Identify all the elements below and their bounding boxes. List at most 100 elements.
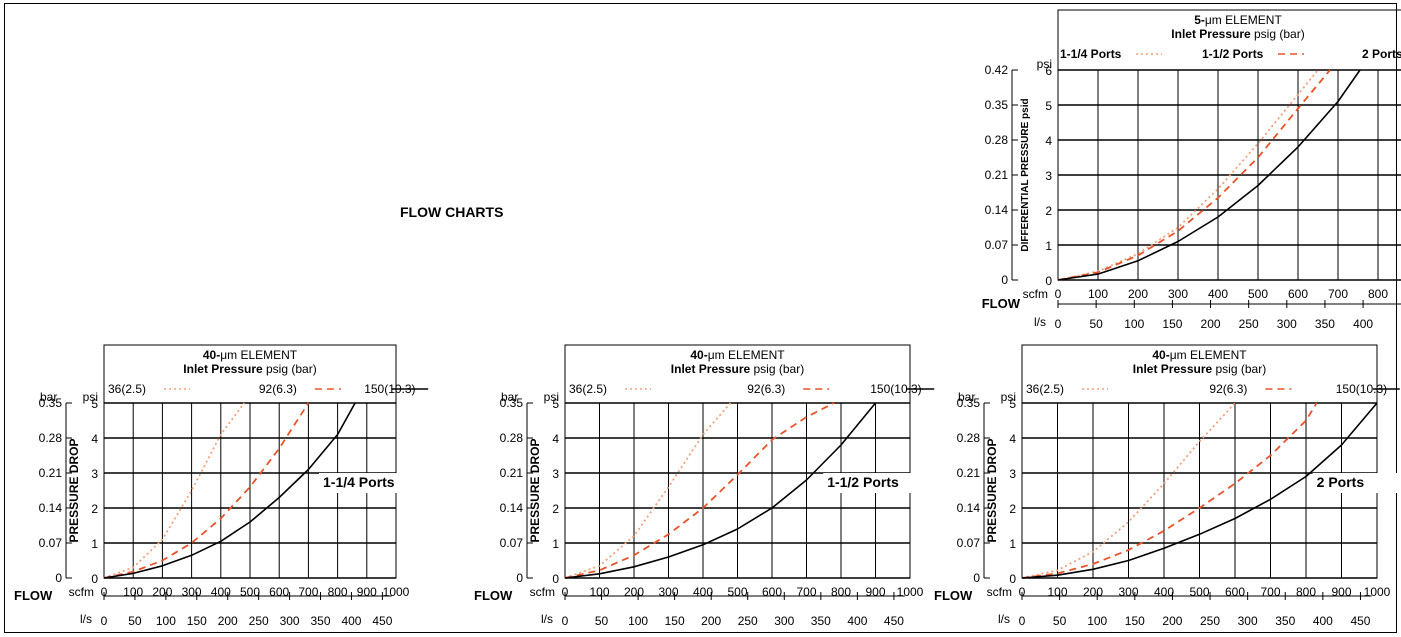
legend-item: 150(10.3) — [1336, 382, 1400, 396]
x-tick-label: 1000 — [383, 585, 410, 599]
y-tick-label: 2 — [1045, 204, 1052, 218]
x-tick-label: 500 — [1189, 585, 1209, 599]
series-line — [1057, 69, 1331, 281]
legend-item: 92(6.3) — [259, 382, 341, 396]
series-line — [1057, 69, 1361, 281]
title-text: μm ELEMENT — [1205, 13, 1283, 27]
x-tick-label: 300 — [658, 585, 678, 599]
ls-tick-label: 0 — [1019, 614, 1026, 628]
ls-tick-label: 250 — [738, 614, 758, 628]
bar-tick-label: 0.21 — [957, 466, 981, 480]
y-tick-label: 4 — [1009, 432, 1016, 446]
y-tick-label: 0 — [91, 572, 98, 586]
x-tick-label: 700 — [796, 585, 816, 599]
bar-tick-label: 0 — [1001, 273, 1008, 287]
ls-tick-label: 450 — [1350, 614, 1370, 628]
x-tick-label: 100 — [123, 585, 143, 599]
ls-tick-label: 200 — [1201, 317, 1221, 331]
flow-label: FLOW — [934, 588, 973, 603]
bar-tick-label: 0.35 — [39, 396, 63, 410]
y-unit-psi: psi — [1037, 57, 1052, 71]
ls-tick-label: 150 — [187, 614, 207, 628]
x-tick-label: 600 — [269, 585, 289, 599]
bar-tick-label: 0.14 — [500, 501, 524, 515]
x-tick-label: 300 — [1168, 287, 1188, 301]
y-tick-label: 4 — [1045, 134, 1052, 148]
legend-label: 92(6.3) — [747, 382, 785, 396]
y-unit-bar: bar — [40, 390, 57, 404]
title-text: μm ELEMENT — [1170, 348, 1248, 362]
ls-tick-label: 50 — [595, 614, 609, 628]
legend-item: 150(10.3) — [364, 382, 429, 396]
subtitle-rest: psig (bar) — [1212, 362, 1266, 376]
ports-label: 2 Ports — [1317, 474, 1365, 490]
ls-tick-label: 0 — [562, 614, 569, 628]
ls-tick-label: 300 — [280, 614, 300, 628]
y-tick-label: 2 — [91, 502, 98, 516]
title-text: μm ELEMENT — [220, 348, 298, 362]
x-tick-label: 800 — [1296, 585, 1316, 599]
bar-tick-label: 0.07 — [985, 238, 1009, 252]
y-tick-label: 3 — [1009, 467, 1016, 481]
flow-label: FLOW — [14, 588, 53, 603]
chart-subtitle: Inlet Pressure psig (bar) — [671, 362, 804, 376]
chart-title: 40-μm ELEMENT — [690, 348, 785, 362]
bar-tick-label: 0.28 — [985, 133, 1009, 147]
y-axis-title: PRESSURE DROP — [985, 438, 999, 542]
bar-tick-label: 0.35 — [957, 396, 981, 410]
x-tick-label: 400 — [1154, 585, 1174, 599]
ls-tick-label: 100 — [1124, 317, 1144, 331]
x-tick-label: 100 — [589, 585, 609, 599]
y-tick-label: 5 — [91, 397, 98, 411]
series-line — [103, 402, 245, 579]
title-text: μm ELEMENT — [708, 348, 786, 362]
chart-subtitle: Inlet Pressure psig (bar) — [183, 362, 316, 376]
ls-tick-label: 250 — [1200, 614, 1220, 628]
chart-subtitle: Inlet Pressure psig (bar) — [1133, 362, 1266, 376]
ls-tick-label: 250 — [249, 614, 269, 628]
bar-tick-label: 0.14 — [957, 501, 981, 515]
ls-tick-label: 400 — [1313, 614, 1333, 628]
x-tick-label: 500 — [1248, 287, 1268, 301]
chart-title: 5-μm ELEMENT — [1194, 13, 1282, 27]
ls-unit: l/s — [541, 612, 553, 626]
bar-tick-label: 0.21 — [500, 466, 524, 480]
bar-tick-label: 0 — [516, 571, 523, 585]
y-axis-bar: 0 0.07 0.14 0.21 0.28 0.35 0.42 — [985, 63, 1018, 287]
x-tick-label: 900 — [865, 585, 885, 599]
ls-tick-label: 400 — [1353, 317, 1373, 331]
x-axis-scfm: 01002003004005006007008009001000scfm — [69, 585, 410, 599]
page-frame — [4, 3, 1397, 633]
legend-item: 150(10.3) — [870, 382, 935, 396]
y-tick-label: 3 — [91, 467, 98, 481]
y-unit-bar: bar — [501, 390, 518, 404]
legend-label: 150(10.3) — [1336, 382, 1387, 396]
legend-item: 2 Ports — [1362, 47, 1401, 61]
chart-grid — [103, 402, 397, 579]
y-tick-label: 4 — [552, 432, 559, 446]
title-number: 5- — [1194, 13, 1205, 27]
legend-label: 1-1/4 Ports — [1060, 47, 1122, 61]
ports-label: 1-1/4 Ports — [323, 474, 395, 490]
x-tick-label: 300 — [182, 585, 202, 599]
x-unit-scfm: scfm — [530, 585, 555, 599]
bar-tick-label: 0.21 — [39, 466, 63, 480]
legend-label: 92(6.3) — [1209, 382, 1247, 396]
ls-tick-label: 400 — [847, 614, 867, 628]
x-axis-scfm: 0100200300400500600700800900scfm — [1023, 287, 1389, 301]
flow-label: FLOW — [982, 296, 1021, 311]
y-tick-label: 4 — [91, 432, 98, 446]
x-tick-label: 600 — [762, 585, 782, 599]
ports-label-bg — [823, 473, 912, 493]
bar-tick-label: 0.07 — [500, 536, 524, 550]
y-axis-title: DIFFERENTIAL PRESSURE psid — [1020, 98, 1031, 251]
bar-tick-label: 0.42 — [985, 63, 1009, 77]
y-axis-title: PRESSURE DROP — [67, 438, 81, 542]
y-axis-title: PRESSURE DROP — [528, 438, 542, 542]
title-number: 40- — [690, 348, 707, 362]
x-tick-label: 800 — [831, 585, 851, 599]
